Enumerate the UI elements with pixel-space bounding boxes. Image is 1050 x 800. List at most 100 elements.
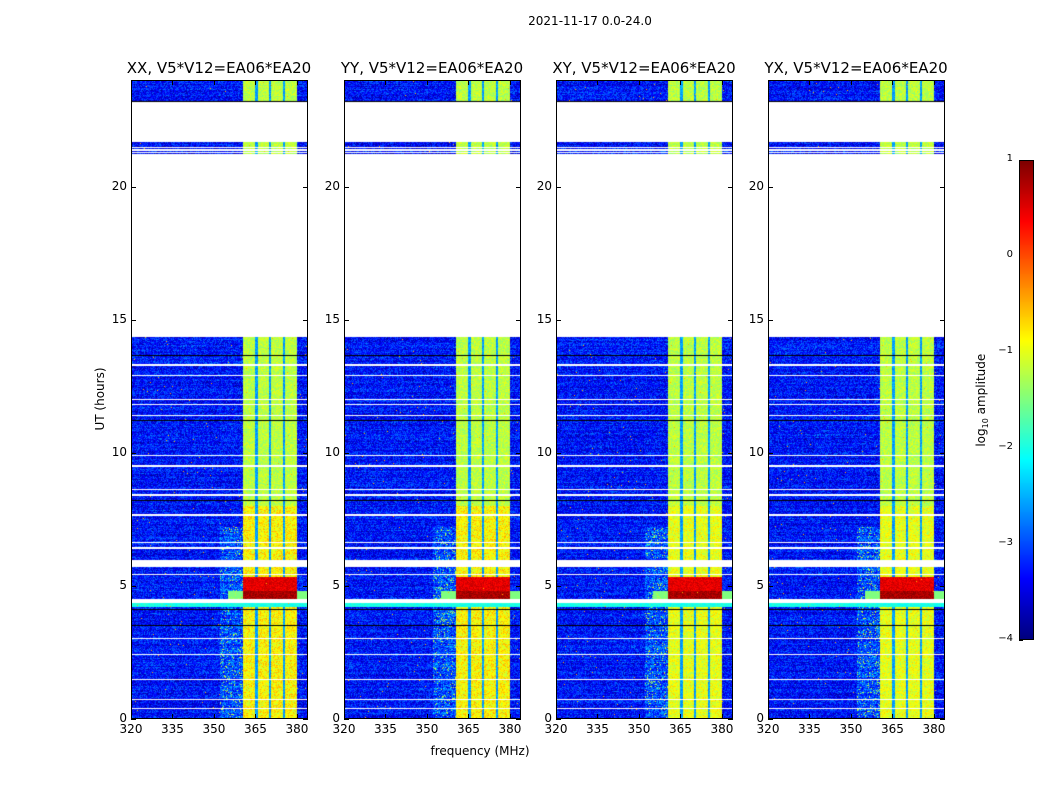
colorbar-tick-label: −3 bbox=[985, 537, 1013, 548]
x-tick-label: 350 bbox=[202, 722, 226, 736]
x-tick-mark bbox=[255, 80, 256, 85]
x-tick-mark bbox=[722, 714, 723, 719]
x-tick-label: 335 bbox=[797, 722, 821, 736]
x-tick-mark bbox=[639, 80, 640, 85]
x-tick-label: 350 bbox=[839, 722, 863, 736]
colorbar-tick-label: −4 bbox=[985, 633, 1013, 644]
y-tick-mark bbox=[344, 586, 349, 587]
colorbar-tick-mark bbox=[1019, 640, 1023, 641]
y-tick-mark bbox=[768, 320, 773, 321]
y-tick-mark bbox=[344, 187, 349, 188]
y-tick-mark bbox=[728, 187, 733, 188]
x-tick-label: 365 bbox=[668, 722, 692, 736]
x-tick-label: 335 bbox=[373, 722, 397, 736]
y-tick-mark bbox=[303, 187, 308, 188]
y-tick-label: 20 bbox=[101, 179, 127, 193]
y-tick-label: 15 bbox=[101, 312, 127, 326]
x-tick-mark bbox=[297, 80, 298, 85]
x-tick-label: 380 bbox=[710, 722, 734, 736]
y-tick-label: 0 bbox=[314, 711, 340, 725]
y-tick-label: 20 bbox=[314, 179, 340, 193]
x-tick-mark bbox=[131, 80, 132, 85]
x-tick-mark bbox=[510, 714, 511, 719]
spectrogram-heatmap bbox=[557, 81, 732, 718]
colorbar-tick-label: 1 bbox=[985, 153, 1013, 164]
panel-title: YX, V5*V12=EA06*EA20 bbox=[726, 59, 986, 77]
y-tick-mark bbox=[516, 719, 521, 720]
y-tick-mark bbox=[556, 187, 561, 188]
spectrogram-heatmap bbox=[132, 81, 307, 718]
x-tick-mark bbox=[214, 80, 215, 85]
x-tick-mark bbox=[385, 80, 386, 85]
x-tick-mark bbox=[597, 80, 598, 85]
x-tick-mark bbox=[172, 80, 173, 85]
x-tick-mark bbox=[851, 80, 852, 85]
y-tick-mark bbox=[728, 320, 733, 321]
y-tick-mark bbox=[516, 320, 521, 321]
x-tick-mark bbox=[510, 80, 511, 85]
x-tick-mark bbox=[556, 80, 557, 85]
x-axis-label: frequency (MHz) bbox=[380, 744, 580, 758]
x-tick-mark bbox=[768, 80, 769, 85]
x-tick-mark bbox=[851, 714, 852, 719]
y-tick-label: 20 bbox=[738, 179, 764, 193]
x-tick-mark bbox=[934, 714, 935, 719]
x-tick-mark bbox=[892, 714, 893, 719]
y-tick-mark bbox=[940, 719, 945, 720]
y-tick-mark bbox=[556, 320, 561, 321]
y-tick-label: 15 bbox=[738, 312, 764, 326]
y-tick-label: 10 bbox=[526, 445, 552, 459]
y-tick-label: 0 bbox=[526, 711, 552, 725]
x-tick-label: 365 bbox=[456, 722, 480, 736]
x-tick-mark bbox=[934, 80, 935, 85]
x-tick-label: 380 bbox=[285, 722, 309, 736]
x-tick-mark bbox=[344, 80, 345, 85]
x-tick-mark bbox=[427, 80, 428, 85]
y-tick-mark bbox=[940, 320, 945, 321]
y-tick-mark bbox=[303, 719, 308, 720]
y-tick-mark bbox=[303, 586, 308, 587]
y-tick-label: 0 bbox=[738, 711, 764, 725]
y-tick-label: 5 bbox=[101, 578, 127, 592]
y-tick-label: 5 bbox=[314, 578, 340, 592]
x-tick-mark bbox=[214, 714, 215, 719]
x-tick-mark bbox=[639, 714, 640, 719]
y-tick-mark bbox=[131, 719, 136, 720]
y-tick-label: 20 bbox=[526, 179, 552, 193]
y-tick-mark bbox=[303, 320, 308, 321]
y-tick-mark bbox=[131, 586, 136, 587]
y-tick-mark bbox=[556, 586, 561, 587]
figure-title: 2021-11-17 0.0-24.0 bbox=[0, 14, 1050, 28]
y-tick-mark bbox=[131, 453, 136, 454]
y-tick-mark bbox=[768, 719, 773, 720]
y-tick-mark bbox=[556, 719, 561, 720]
x-tick-mark bbox=[722, 80, 723, 85]
y-tick-mark bbox=[728, 586, 733, 587]
spectrogram-panel bbox=[556, 80, 733, 719]
y-axis-label: UT (hours) bbox=[93, 339, 107, 459]
y-tick-mark bbox=[768, 586, 773, 587]
x-tick-mark bbox=[468, 714, 469, 719]
y-tick-mark bbox=[516, 187, 521, 188]
x-tick-mark bbox=[385, 714, 386, 719]
x-tick-mark bbox=[680, 80, 681, 85]
x-tick-label: 350 bbox=[415, 722, 439, 736]
x-tick-label: 350 bbox=[627, 722, 651, 736]
y-tick-mark bbox=[516, 453, 521, 454]
y-tick-mark bbox=[940, 187, 945, 188]
spectrogram-panel bbox=[768, 80, 945, 719]
x-tick-mark bbox=[255, 714, 256, 719]
spectrogram-panel bbox=[131, 80, 308, 719]
y-tick-label: 15 bbox=[526, 312, 552, 326]
x-tick-mark bbox=[809, 80, 810, 85]
x-tick-mark bbox=[468, 80, 469, 85]
y-tick-label: 10 bbox=[738, 445, 764, 459]
y-tick-mark bbox=[303, 453, 308, 454]
x-tick-mark bbox=[809, 714, 810, 719]
y-tick-mark bbox=[728, 453, 733, 454]
y-tick-mark bbox=[728, 719, 733, 720]
y-tick-mark bbox=[344, 453, 349, 454]
y-tick-mark bbox=[768, 453, 773, 454]
colorbar-label: log10 amplitude bbox=[974, 340, 990, 460]
colorbar-tick-label: 0 bbox=[985, 249, 1013, 260]
